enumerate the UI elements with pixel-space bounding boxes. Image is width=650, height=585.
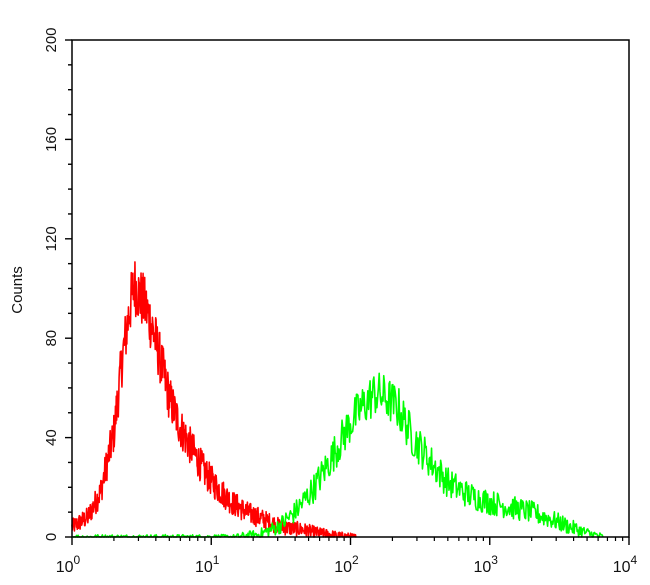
x-tick-label: 103 [474,553,499,576]
x-tick-label: 104 [613,553,638,576]
plot-frame [71,39,630,538]
y-tick-label: 200 [43,27,60,52]
y-tick-label: 0 [43,533,60,541]
series-red-line [71,261,357,538]
x-tick-label: 101 [195,553,220,576]
y-tick-label: 120 [43,226,60,251]
ticks-layer: 0 40 80 120 160 200 100 101 102 103 104 [43,27,638,576]
y-tick-label: 80 [43,330,60,347]
series-layer [71,261,604,538]
y-tick-label: 160 [43,127,60,152]
y-tick-label: 40 [43,429,60,446]
x-tick-label: 100 [56,553,81,576]
series-green-line [71,372,604,538]
x-tick-label: 102 [334,553,359,576]
y-axis-label: Counts [9,266,26,314]
